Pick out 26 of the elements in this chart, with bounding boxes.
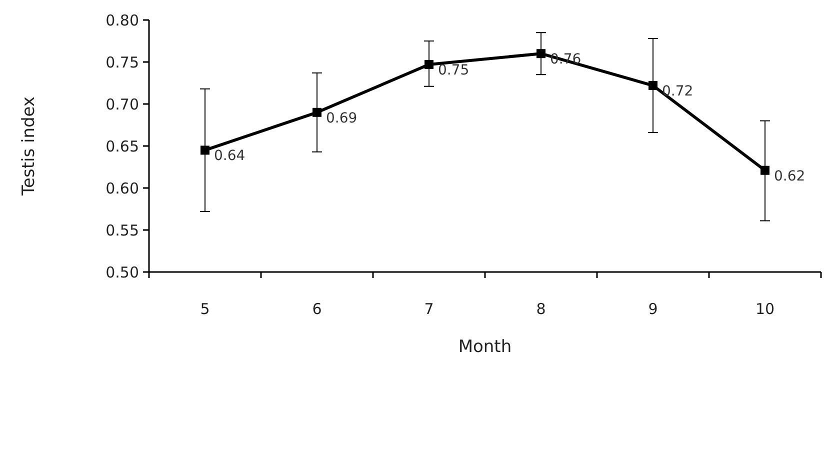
y-tick-label: 0.75 bbox=[106, 53, 139, 72]
point bbox=[312, 108, 322, 117]
x-axis-title: Month bbox=[458, 337, 512, 357]
point bbox=[424, 60, 434, 70]
y-tick-label: 0.65 bbox=[106, 137, 139, 156]
point bbox=[200, 146, 210, 155]
y-tick-label: 0.50 bbox=[106, 263, 139, 282]
data-label: 0.75 bbox=[438, 62, 470, 79]
y-tick-label: 0.55 bbox=[106, 221, 139, 240]
point bbox=[648, 81, 658, 90]
x-tick-label: 8 bbox=[536, 300, 546, 318]
x-tick-label: 9 bbox=[648, 300, 658, 318]
data-label: 0.72 bbox=[662, 84, 694, 100]
y-axis-title: Testis index bbox=[19, 96, 39, 196]
data-label: 0.64 bbox=[214, 148, 246, 164]
data-label: 0.62 bbox=[774, 168, 806, 184]
y-tick-label: 0.80 bbox=[106, 11, 139, 30]
point bbox=[536, 49, 546, 58]
point bbox=[760, 166, 770, 175]
y-tick-label: 0.60 bbox=[106, 179, 139, 198]
x-tick-label: 10 bbox=[755, 300, 775, 318]
x-tick-label: 5 bbox=[200, 300, 210, 318]
y-tick-label: 0.70 bbox=[106, 95, 139, 114]
data-label: 0.69 bbox=[326, 110, 358, 126]
x-tick-label: 7 bbox=[424, 300, 434, 318]
x-tick-label: 6 bbox=[312, 300, 322, 318]
